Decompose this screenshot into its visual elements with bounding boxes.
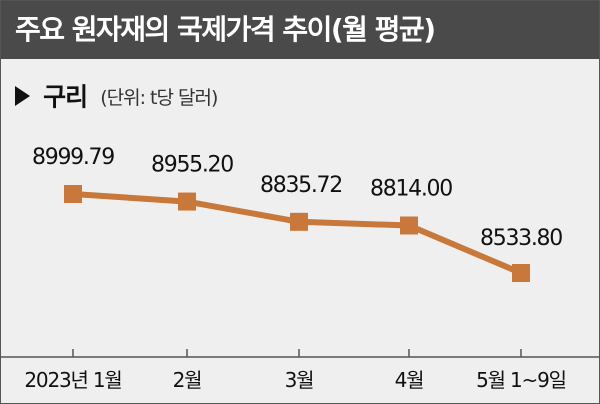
x-axis-tick-labels: 2023년 1월 2월 3월 4월 5월 1~9일 <box>24 368 567 392</box>
data-labels: 8999.79 8955.20 8835.72 8814.00 8533.80 <box>32 145 563 251</box>
chart-title: 주요 원자재의 국제가격 추이(월 평균) <box>1 1 599 59</box>
triangle-bullet-icon <box>15 86 30 106</box>
data-point-marker <box>400 216 418 235</box>
x-tick-label: 2023년 1월 <box>24 368 121 392</box>
data-point-marker <box>512 264 530 282</box>
chart-subheading: 구리 (단위: t당 달러) <box>15 79 218 115</box>
data-markers <box>64 185 530 282</box>
x-tick-label: 2월 <box>173 368 202 392</box>
series-line-copper <box>72 191 523 276</box>
x-tick-label: 5월 1~9일 <box>476 368 566 392</box>
series-name: 구리 <box>43 82 88 112</box>
unit-label: (단위: t당 달러) <box>100 86 218 109</box>
data-label: 8814.00 <box>370 176 452 201</box>
x-axis-ticks <box>72 349 522 357</box>
data-label: 8533.80 <box>480 226 562 251</box>
data-label: 8955.20 <box>151 153 233 178</box>
data-point-marker <box>64 185 82 203</box>
x-tick-label: 3월 <box>285 368 314 392</box>
data-label: 8999.79 <box>32 145 114 170</box>
data-label: 8835.72 <box>260 173 342 198</box>
data-point-marker <box>178 192 196 211</box>
data-point-marker <box>290 212 308 231</box>
x-tick-label: 4월 <box>395 368 424 392</box>
